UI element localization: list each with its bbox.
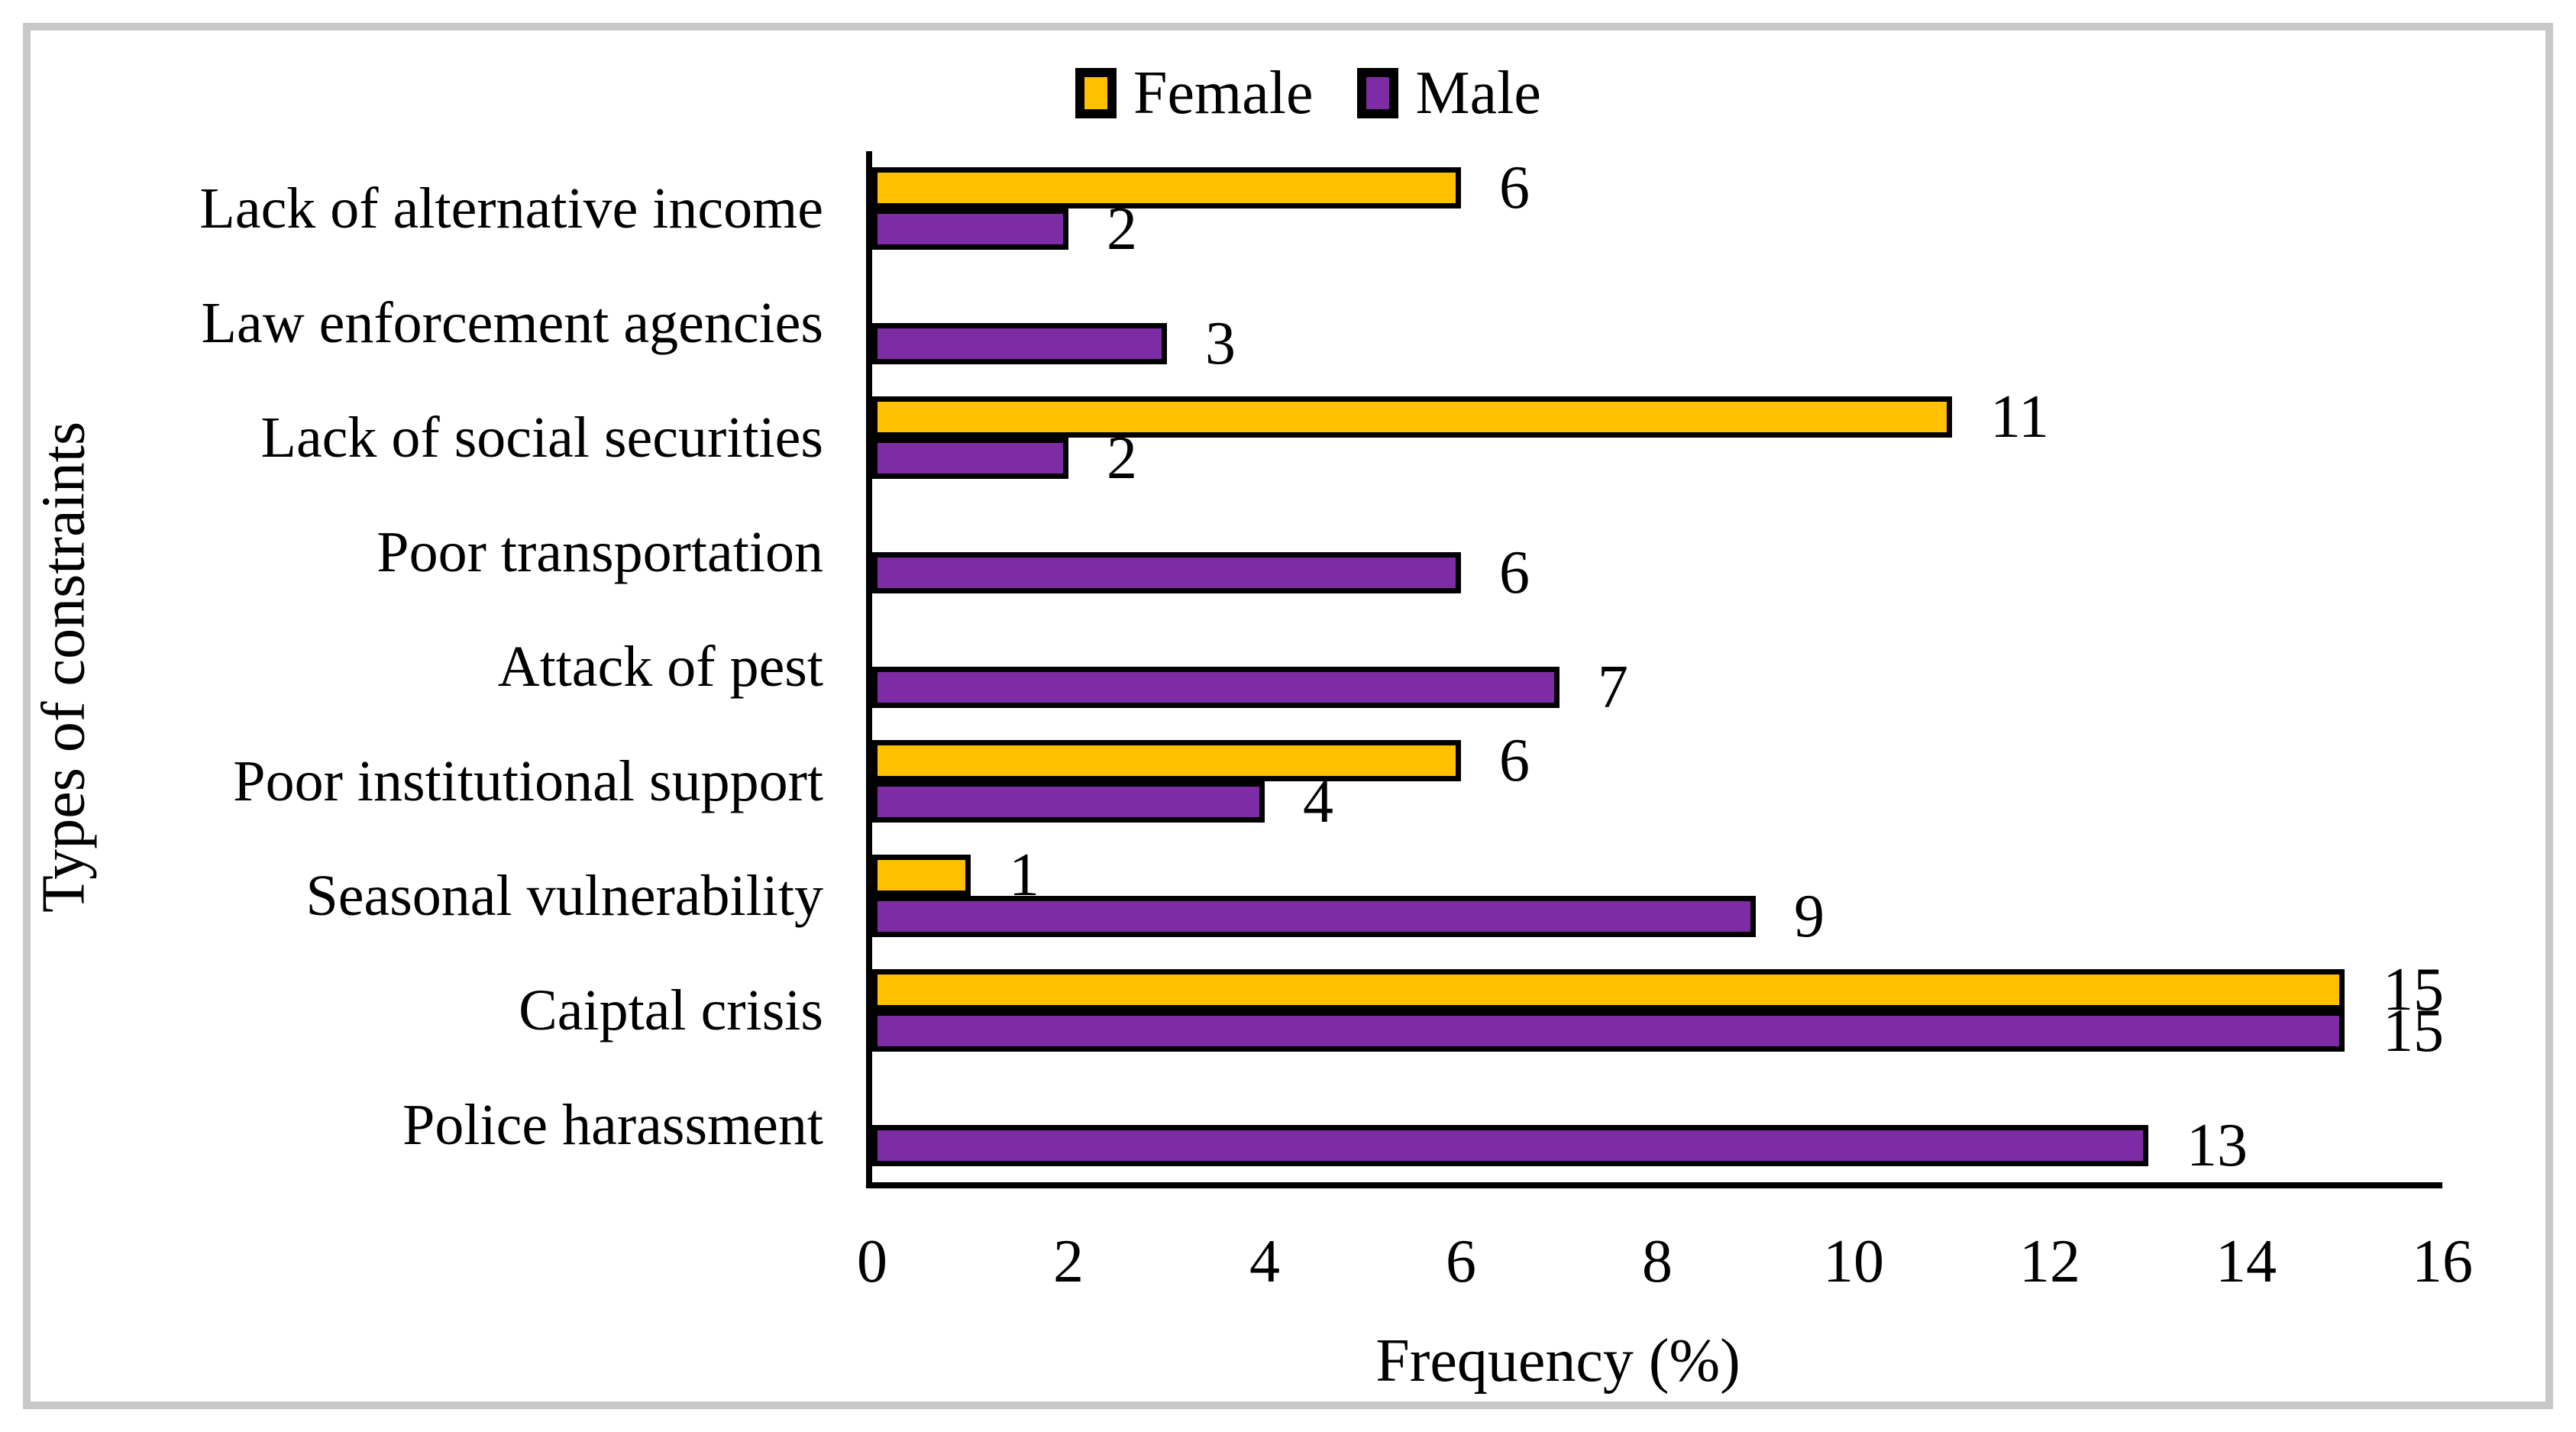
x-axis-ticks: 0 2 4 6 8 10 12 14 16 <box>857 1228 2473 1300</box>
x-tick-label: 4 <box>1249 1228 1280 1295</box>
category-label: Caiptal crisis <box>519 978 823 1042</box>
bar-value-label: 7 <box>1598 654 1628 721</box>
bar-value-label: 6 <box>1499 154 1530 221</box>
bar-value-label: 15 <box>2383 997 2444 1065</box>
bar-row: 6 <box>872 157 2442 218</box>
x-tick-label: 0 <box>857 1228 887 1295</box>
bar-male <box>872 208 1068 250</box>
category-label: Police harassment <box>402 1092 823 1157</box>
category-band: 11 2 <box>872 380 2442 495</box>
category-label: Lack of social securities <box>260 405 823 470</box>
bar-value-label: 11 <box>1990 383 2050 451</box>
x-tick-label: 8 <box>1642 1228 1673 1295</box>
bar-value-label: 6 <box>1499 727 1530 794</box>
category-band: 15 15 <box>872 953 2444 1068</box>
bar-value-label: 1 <box>1009 842 1039 909</box>
x-tick-label: 10 <box>1823 1228 1884 1295</box>
bar-female <box>872 969 2345 1010</box>
bar-row: 6 <box>872 730 2442 791</box>
legend-item-female: Female <box>1075 63 1313 124</box>
legend-label-female: Female <box>1133 60 1314 127</box>
category-label: Law enforcement agencies <box>201 290 823 355</box>
bar-value-label: 4 <box>1303 768 1333 836</box>
bar-value-label: 9 <box>1794 883 1825 950</box>
bar-male <box>872 1010 2345 1052</box>
category-label: Seasonal vulnerability <box>305 863 823 928</box>
legend: Female Male <box>1075 50 1541 136</box>
bar-row: 15 <box>872 1000 2444 1062</box>
bar-row: 2 <box>872 428 2442 489</box>
bar-male <box>872 667 1559 708</box>
bar-male <box>872 438 1068 479</box>
bar-row: 1 <box>872 845 2442 906</box>
bar-male <box>872 552 1461 593</box>
bar-male <box>872 323 1167 364</box>
bar-male <box>872 896 1756 937</box>
category-band: 7 <box>872 609 2442 724</box>
category-band: 6 <box>872 495 2442 609</box>
bar-row: 2 <box>872 199 2442 260</box>
legend-swatch-female-icon <box>1075 68 1117 118</box>
bar-row: 13 <box>872 1115 2442 1176</box>
bar-row: 3 <box>872 313 2442 374</box>
bar-male <box>872 1125 2148 1166</box>
bar-value-label: 2 <box>1107 425 1137 492</box>
x-tick-label: 14 <box>2216 1228 2277 1295</box>
bar-row: 7 <box>872 657 2442 718</box>
x-tick-label: 6 <box>1446 1228 1476 1295</box>
bar-row: 6 <box>872 542 2442 603</box>
legend-item-male: Male <box>1357 60 1541 127</box>
bar-value-label: 15 <box>2383 956 2444 1023</box>
category-band: 13 <box>872 1068 2442 1182</box>
bar-row: 9 <box>872 886 2442 947</box>
x-tick-label: 16 <box>2412 1228 2473 1295</box>
plot-area: 6 2 3 11 2 6 7 6 4 1 9 15 15 13 <box>866 151 2444 1188</box>
figure-frame <box>23 23 2553 1409</box>
y-axis-line <box>866 151 872 1188</box>
bar-value-label: 6 <box>1499 539 1530 606</box>
bar-row: 15 <box>872 959 2444 1020</box>
bar-value-label: 2 <box>1107 196 1137 263</box>
bar-female <box>872 396 1952 438</box>
category-label: Lack of alternative income <box>199 176 823 241</box>
x-axis-title: Frequency (%) <box>1375 1327 1740 1395</box>
x-tick-label: 12 <box>2019 1228 2080 1295</box>
category-label: Poor institutional support <box>233 748 823 813</box>
bar-value-label: 13 <box>2187 1112 2248 1179</box>
category-label: Attack of pest <box>497 634 823 699</box>
bar-female <box>872 167 1461 208</box>
x-axis-line <box>866 1182 2442 1188</box>
category-band: 3 <box>872 266 2442 380</box>
category-label: Poor transportation <box>377 519 823 584</box>
bar-male <box>872 781 1265 823</box>
bar-row: 4 <box>872 771 2442 832</box>
bar-female <box>872 740 1461 781</box>
legend-swatch-male-icon <box>1357 68 1399 118</box>
bar-row: 11 <box>872 386 2442 448</box>
legend-label-male: Male <box>1415 60 1541 127</box>
x-tick-label: 2 <box>1053 1228 1084 1295</box>
bar-female <box>872 855 971 896</box>
bar-value-label: 3 <box>1205 310 1236 377</box>
